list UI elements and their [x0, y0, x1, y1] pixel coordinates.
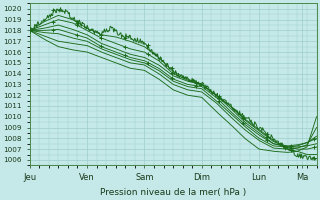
X-axis label: Pression niveau de la mer( hPa ): Pression niveau de la mer( hPa ) — [100, 188, 246, 197]
